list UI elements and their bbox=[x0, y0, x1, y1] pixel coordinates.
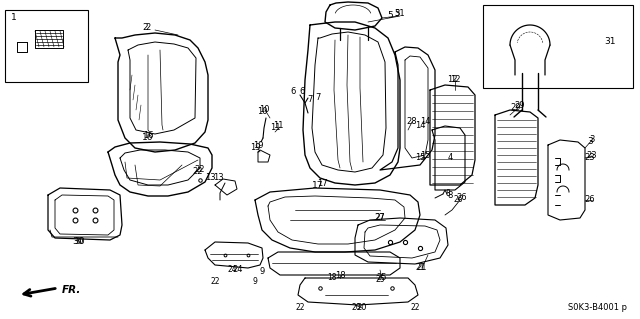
Text: 22: 22 bbox=[410, 303, 420, 313]
Text: 7: 7 bbox=[316, 93, 321, 102]
Text: 11: 11 bbox=[273, 122, 284, 130]
Text: 25: 25 bbox=[375, 276, 385, 285]
Text: 16: 16 bbox=[142, 132, 154, 142]
Bar bbox=[483, 5, 633, 88]
Text: 4: 4 bbox=[447, 153, 452, 162]
Text: 26: 26 bbox=[585, 196, 595, 204]
Bar bbox=[5, 10, 88, 82]
Text: 18: 18 bbox=[327, 273, 337, 283]
Text: 5: 5 bbox=[387, 11, 393, 19]
Text: 15: 15 bbox=[420, 152, 430, 160]
Text: 14: 14 bbox=[420, 117, 430, 127]
Text: 21: 21 bbox=[417, 263, 428, 272]
Text: 26: 26 bbox=[453, 196, 463, 204]
Text: 13: 13 bbox=[205, 174, 215, 182]
Text: 2: 2 bbox=[142, 24, 148, 33]
Text: 3: 3 bbox=[589, 136, 595, 145]
Text: 27: 27 bbox=[375, 213, 385, 222]
Text: 10: 10 bbox=[257, 108, 268, 116]
Text: 22: 22 bbox=[193, 167, 204, 176]
Text: 19: 19 bbox=[250, 144, 260, 152]
Text: 28: 28 bbox=[406, 117, 417, 127]
Text: 7: 7 bbox=[307, 95, 313, 105]
Text: 18: 18 bbox=[335, 271, 346, 280]
Text: 22: 22 bbox=[295, 303, 305, 313]
Text: 9: 9 bbox=[259, 268, 264, 277]
Text: 12: 12 bbox=[447, 76, 457, 85]
Text: 20: 20 bbox=[356, 303, 367, 313]
Text: 20: 20 bbox=[351, 303, 361, 313]
Text: 24: 24 bbox=[227, 265, 237, 275]
Text: 11: 11 bbox=[269, 123, 280, 132]
Text: 23: 23 bbox=[587, 152, 597, 160]
Text: 22: 22 bbox=[211, 278, 220, 286]
Text: 22: 22 bbox=[195, 166, 205, 174]
Text: 19: 19 bbox=[253, 142, 263, 151]
Text: 31: 31 bbox=[395, 10, 405, 19]
Text: 29: 29 bbox=[515, 101, 525, 110]
Text: 25: 25 bbox=[377, 273, 387, 283]
Text: 14: 14 bbox=[415, 121, 425, 130]
Text: 13: 13 bbox=[212, 174, 223, 182]
Text: 26: 26 bbox=[457, 194, 467, 203]
Text: S0K3-B4001 p: S0K3-B4001 p bbox=[568, 303, 627, 313]
Text: 8: 8 bbox=[447, 191, 452, 201]
Text: 6: 6 bbox=[291, 87, 296, 97]
Text: 24: 24 bbox=[233, 265, 243, 275]
Text: 16: 16 bbox=[143, 131, 154, 140]
Text: 6: 6 bbox=[300, 87, 305, 97]
Text: 15: 15 bbox=[415, 153, 425, 162]
Text: 27: 27 bbox=[374, 212, 385, 221]
Text: 3: 3 bbox=[587, 137, 593, 146]
Text: 17: 17 bbox=[312, 181, 324, 189]
Text: 17: 17 bbox=[317, 180, 327, 189]
Text: 30: 30 bbox=[72, 238, 84, 247]
Text: 31: 31 bbox=[604, 38, 616, 47]
Text: 9: 9 bbox=[253, 278, 257, 286]
Text: 29: 29 bbox=[511, 103, 521, 113]
Text: 10: 10 bbox=[259, 106, 269, 115]
Text: FR.: FR. bbox=[62, 285, 81, 295]
Text: 30: 30 bbox=[75, 238, 85, 247]
Text: 12: 12 bbox=[450, 76, 460, 85]
Text: 1: 1 bbox=[11, 13, 17, 23]
Text: 23: 23 bbox=[585, 153, 595, 162]
Text: 8: 8 bbox=[445, 189, 451, 198]
Text: 2: 2 bbox=[145, 24, 150, 33]
Text: 21: 21 bbox=[415, 263, 425, 272]
Text: 5: 5 bbox=[394, 10, 399, 19]
